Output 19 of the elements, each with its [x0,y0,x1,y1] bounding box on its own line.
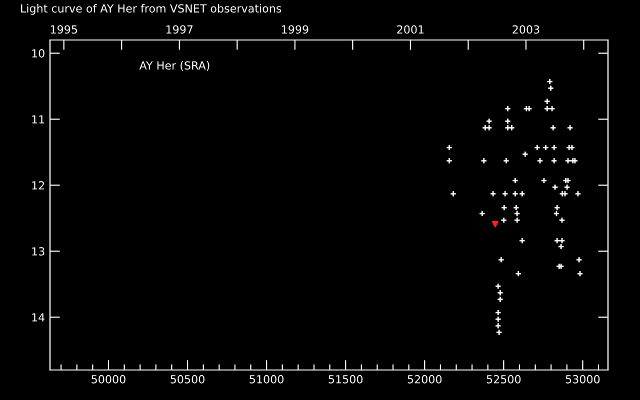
x-tick-label: 51000 [250,375,284,384]
x-tick-label: 53000 [566,375,600,384]
x2-tick-label: 1995 [50,25,78,34]
chart-title: Light curve of AY Her from VSNET observations [21,4,282,15]
y-tick-label: 11 [32,115,44,124]
annotation: AY Her (SRA) [139,61,210,71]
x2-tick-label: 1997 [166,25,193,34]
x-tick-label: 52500 [486,375,521,384]
x-tick-label: 50500 [170,375,204,384]
x-tick-label: 52000 [408,375,442,384]
x2-tick-label: 1999 [282,25,308,34]
x2-tick-label: 2003 [512,25,540,34]
y-tick-label: 13 [32,247,44,256]
y-tick-label: 14 [32,313,45,322]
y-tick-label: 10 [32,49,44,58]
x2-tick-label: 2001 [397,25,424,34]
x-tick-label: 50000 [92,375,126,384]
y-tick-label: 12 [32,181,44,190]
x-tick-label: 51500 [328,375,363,384]
